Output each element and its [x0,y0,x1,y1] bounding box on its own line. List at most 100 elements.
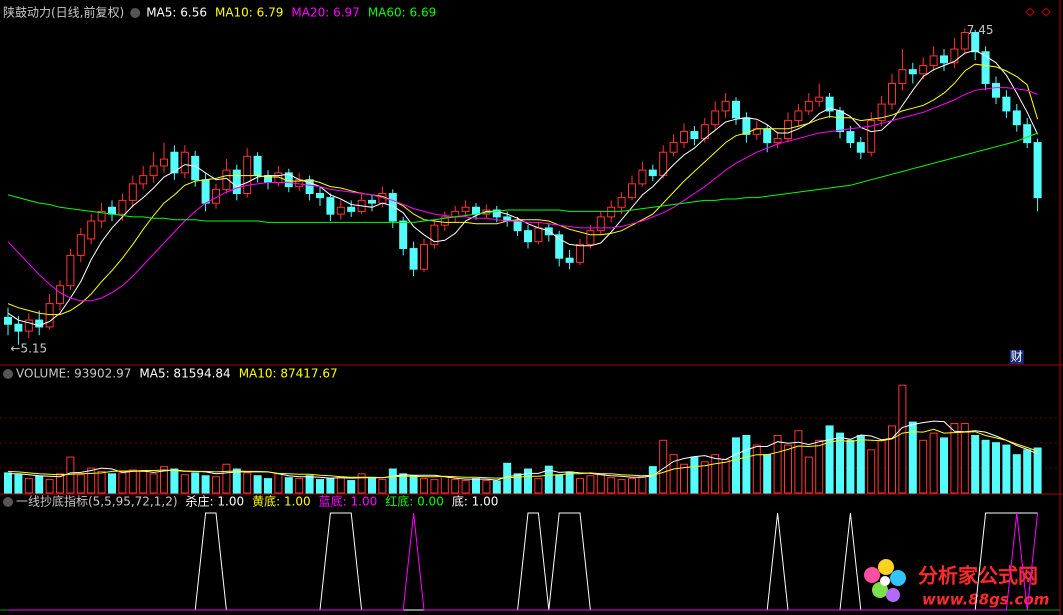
volume-bar [815,439,824,494]
candle-body [326,197,335,215]
volume-bar [170,468,179,494]
candle-body [659,151,668,177]
volume-bar [76,474,85,494]
volume-bar [638,476,647,494]
legend-entry: 黄底: 1.00 [252,494,311,509]
volume-bar [149,473,158,494]
panel-title: VOLUME: 93902.97 [16,367,131,381]
volume-bar [56,473,64,494]
volume-bar [524,468,532,494]
legend-entry: 底: 1.00 [452,494,499,509]
volume-bar [950,423,959,494]
candle-body [524,230,532,243]
candle-body [368,199,376,204]
candle-body [586,230,595,245]
candle-body [347,206,356,212]
candle-body [721,100,730,112]
logo-petal [886,588,900,602]
ma-line [7,63,1039,316]
legend-entry: MA60: 6.69 [368,6,436,20]
volume-bar [555,474,564,494]
volume-bar [368,478,376,494]
panel-title: 陕鼓动力(日线,前复权) [3,5,124,20]
candle-body [388,193,397,222]
candle-body [804,100,813,112]
volume-bar [430,479,439,494]
candle-body [784,120,792,139]
price-annotation: 7.45 [967,23,994,37]
volume-bar [326,478,335,494]
legend-entry: MA5: 6.56 [146,6,207,20]
volume-bar [596,473,605,494]
volume-bar [981,439,990,494]
volume-bar [794,430,803,494]
candle-body [420,243,428,270]
volume-bar [898,384,907,494]
volume-bar [180,474,189,494]
volume-bar [4,472,12,494]
candle-body [108,206,116,215]
volume-bar [378,479,387,494]
candle-body [440,216,449,226]
candle-body [919,65,928,75]
logo-petal [878,559,894,575]
toolbar-icon[interactable] [1025,7,1051,17]
ma-line [7,132,1038,223]
candle-body [867,120,876,153]
candle-body [929,55,938,67]
candle-body [76,234,85,256]
volume-bar [1002,444,1011,494]
candle-body [160,158,168,167]
volume-bar [357,473,366,494]
candle-body [992,82,1000,98]
volume-bar [763,454,772,494]
volume-bar [825,425,834,494]
volume-bar [45,479,54,494]
candle-body [794,110,803,122]
volume-bar [191,472,200,494]
candle-body [648,169,657,177]
volume-bar [1012,454,1021,494]
volume-bar [690,456,699,494]
volume-bar [201,475,210,494]
volume-bar [128,469,137,494]
logo-center [880,576,890,586]
candle-body [87,220,96,240]
volume-bar [908,421,917,494]
logo-petal [864,567,880,583]
volume-bar [305,475,314,494]
candle-body [1023,124,1032,144]
volume-bar [388,468,397,494]
candle-body [544,227,553,236]
volume-bar [586,475,595,494]
candle-body [846,131,855,144]
watermark-url: www.88gs.com [922,591,1049,609]
legend-entry: 蓝底: 1.00 [319,494,378,509]
legend-entry: MA10: 87417.67 [239,367,338,381]
volume-bar [243,472,252,494]
volume-bar [992,442,1000,494]
candle-body [56,285,64,305]
volume-bar [212,476,220,494]
candle-body [971,32,980,53]
volume-bar [35,475,44,494]
volume-bar [316,479,324,494]
volume-bar [804,456,813,494]
candle-body [888,82,896,105]
candle-body [472,206,480,215]
candle-body [607,206,616,218]
volume-bar [399,473,408,494]
volume-bar [836,432,844,494]
volume-bar [472,478,480,494]
candle-body [66,254,75,287]
legend-entry: 杀庄: 1.00 [186,494,245,509]
event-marker-box [1009,350,1024,364]
volume-bar [139,470,148,494]
candle-body [316,193,324,199]
panel-menu-icon [130,8,141,18]
legend-entry: 红底: 0.00 [385,494,444,509]
candle-body [856,142,865,153]
